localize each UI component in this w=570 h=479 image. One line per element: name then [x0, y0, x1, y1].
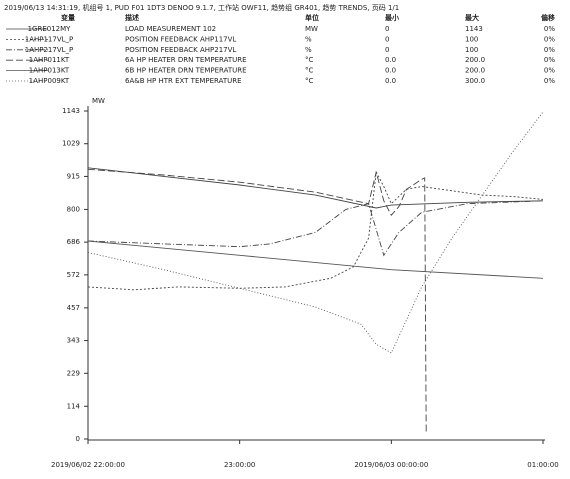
- legend-name: 1GRE012MY: [28, 25, 72, 33]
- column-header: 偏移: [541, 13, 555, 22]
- y-tick-label: 229: [67, 369, 80, 377]
- y-tick-label: 1143: [62, 107, 80, 115]
- legend-unit: °C: [305, 77, 314, 85]
- legend-offset: 0%: [544, 25, 555, 33]
- x-tick-label: 2019/06/03 00:00:00: [354, 461, 428, 469]
- legend-offset: 0%: [544, 67, 555, 75]
- legend-max: 300.0: [465, 77, 485, 85]
- legend-name: 1AHP117VL_P: [25, 35, 74, 43]
- y-axis-label: MW: [92, 97, 105, 105]
- series-line: [87, 168, 427, 434]
- legend-unit: MW: [305, 25, 318, 33]
- y-tick-label: 343: [67, 337, 80, 345]
- legend-description: 6A HP HEATER DRN TEMPERATURE: [125, 56, 247, 64]
- legend-unit: %: [305, 46, 312, 54]
- column-header: 变量: [61, 13, 75, 22]
- legend-offset: 0%: [544, 56, 555, 64]
- legend-max: 100: [465, 46, 478, 54]
- column-header: 最小: [385, 13, 399, 22]
- legend-description: POSITION FEEDBACK AHP117VL: [125, 35, 236, 43]
- legend-max: 200.0: [465, 56, 485, 64]
- x-tick-label: 2019/06/02 22:00:00: [51, 461, 125, 469]
- legend-max: 200.0: [465, 67, 485, 75]
- x-tick-label: 01:00:00: [527, 461, 558, 469]
- y-tick-label: 457: [67, 304, 80, 312]
- legend-max: 1143: [465, 25, 483, 33]
- legend-offset: 0%: [544, 77, 555, 85]
- legend-min: 0.0: [385, 56, 396, 64]
- legend-name: 1AHP009KT: [29, 77, 70, 85]
- x-tick-label: 23:00:00: [224, 461, 255, 469]
- legend-unit: °C: [305, 67, 314, 75]
- legend-name: 1AHP217VL_P: [25, 46, 74, 54]
- column-header: 单位: [305, 13, 319, 22]
- series-line: [87, 111, 544, 354]
- y-tick-label: 0: [76, 435, 80, 443]
- y-tick-label: 800: [67, 205, 80, 213]
- y-tick-label: 114: [67, 402, 81, 410]
- legend-description: 6B HP HEATER DRN TEMPERATURE: [125, 67, 247, 75]
- y-tick-label: 686: [67, 238, 81, 246]
- legend-description: 6A&B HP HTR EXT TEMPERATURE: [125, 77, 242, 85]
- legend-unit: %: [305, 35, 312, 43]
- series-line: [87, 240, 544, 279]
- legend-min: 0: [385, 25, 389, 33]
- legend-min: 0: [385, 35, 389, 43]
- legend-description: LOAD MEASUREMENT 102: [125, 25, 216, 33]
- legend-name: 1AHP011KT: [29, 56, 70, 64]
- chart-title: 2019/06/13 14:31:19, 机组号 1, PUD F01 1DT3…: [4, 3, 399, 12]
- legend-min: 0: [385, 46, 389, 54]
- legend-name: 1AHP013KT: [29, 67, 70, 75]
- series-line: [87, 170, 544, 291]
- column-header: 描述: [125, 13, 139, 22]
- legend-offset: 0%: [544, 46, 555, 54]
- legend-max: 100: [465, 35, 478, 43]
- legend-description: POSITION FEEDBACK AHP217VL: [125, 46, 236, 54]
- series-line: [87, 200, 544, 257]
- legend-min: 0.0: [385, 67, 396, 75]
- legend-unit: °C: [305, 56, 314, 64]
- legend-min: 0.0: [385, 77, 396, 85]
- y-tick-label: 915: [67, 172, 80, 180]
- series-line: [87, 167, 544, 209]
- legend-offset: 0%: [544, 35, 555, 43]
- column-header: 最大: [465, 13, 479, 22]
- y-tick-label: 572: [67, 271, 80, 279]
- y-tick-label: 1029: [62, 140, 80, 148]
